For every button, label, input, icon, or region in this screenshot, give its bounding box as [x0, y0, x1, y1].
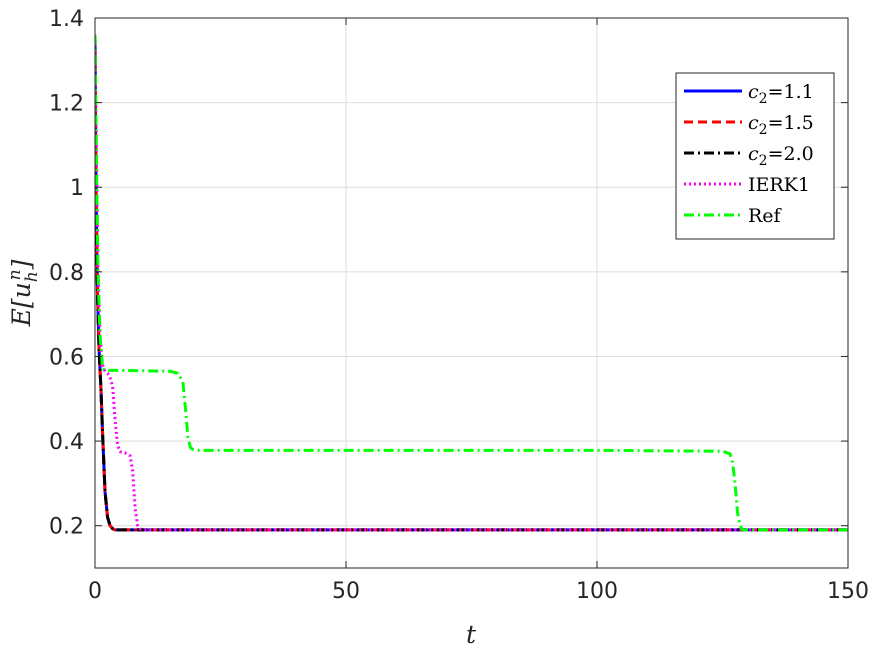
- plot-frame: [94, 17, 849, 569]
- y-tick-label: 0.4: [49, 430, 84, 455]
- legend-label: Ref: [748, 205, 783, 227]
- series-line-4: [95, 34, 848, 532]
- y-axis-label-close: ]: [7, 259, 36, 270]
- svg-text:E[uhn]: E[uhn]: [5, 259, 42, 327]
- x-tick-label: 0: [88, 579, 102, 604]
- x-tick-label: 100: [576, 579, 618, 604]
- legend-box: [675, 72, 835, 240]
- x-axis-label: t: [466, 620, 477, 649]
- series-layer: [95, 34, 848, 532]
- y-axis-label-subscript: h: [22, 271, 42, 282]
- legend-entry: Ref: [684, 205, 783, 227]
- legend-label: IERK1: [748, 174, 810, 196]
- legend-entry: c2=1.5: [684, 112, 814, 138]
- y-axis-label-superscript: n: [5, 269, 25, 280]
- axis-ticks: [94, 17, 849, 568]
- y-tick-label: 1.2: [49, 92, 84, 117]
- legend-entry: c2=2.0: [684, 143, 814, 169]
- y-tick-label: 0.6: [49, 345, 84, 370]
- tick-labels: 0 50 100 150 0.2 0.4 0.6 0.8 1 1.2 1.4: [49, 7, 869, 604]
- y-tick-label: 0.2: [49, 515, 84, 540]
- legend-entry: c2=1.1: [684, 81, 814, 107]
- y-axis-label-base: E[u: [7, 282, 36, 327]
- y-tick-label: 1.4: [49, 7, 84, 32]
- x-tick-label: 50: [332, 579, 360, 604]
- legend-label: c2=1.1: [748, 81, 814, 107]
- y-axis-label: E[uhn]: [5, 259, 42, 327]
- legend-entry: IERK1: [684, 174, 810, 196]
- x-tick-label: 150: [827, 579, 869, 604]
- y-tick-label: 0.8: [49, 261, 84, 286]
- legend: c2=1.1 c2=1.5 c2=2.0 IERK1 Ref: [675, 72, 835, 240]
- y-tick-label: 1: [70, 176, 84, 201]
- series-line-2: [95, 34, 848, 532]
- legend-label: c2=1.5: [748, 112, 814, 138]
- legend-label: c2=2.0: [748, 143, 814, 169]
